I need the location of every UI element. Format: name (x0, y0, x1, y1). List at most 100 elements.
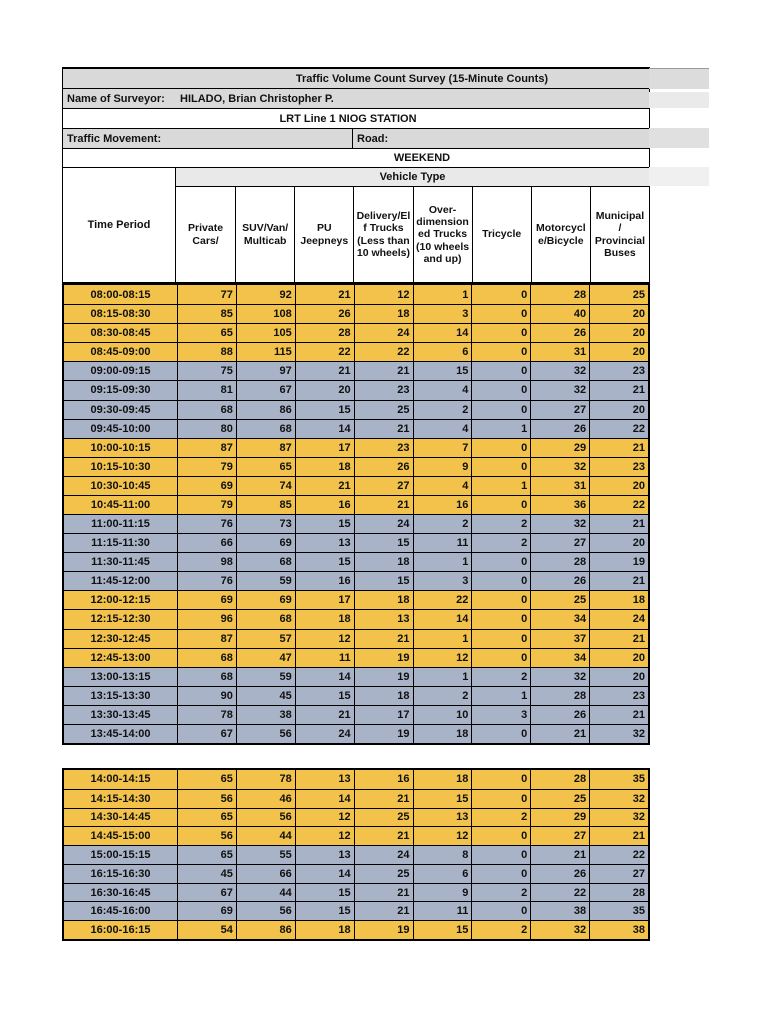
count-cell: 21 (530, 846, 589, 864)
count-cell: 56 (235, 724, 295, 743)
column-headers: Private Cars/ SUV/Van/ Multicab PU Jeepn… (176, 187, 649, 282)
count-cell: 56 (177, 827, 236, 846)
count-cell: 11 (412, 902, 472, 921)
count-cell: 15 (294, 686, 354, 705)
count-cell: 56 (235, 808, 295, 827)
time-period-cell: 13:00-13:15 (90, 670, 151, 683)
count-cell: 40 (530, 305, 589, 324)
table-row: 16:45-16:00 69 56 15 21 11 0 38 35 (64, 901, 648, 921)
count-cell: 12 (412, 648, 472, 667)
count-cell: 18 (294, 457, 354, 476)
count-cell: 87 (177, 438, 236, 457)
count-cell: 18 (294, 610, 354, 629)
time-period-cell: 13:45-14:00 (90, 727, 151, 740)
table-row: 09:45-10:00 80 68 14 21 4 1 26 22 (64, 418, 648, 438)
count-cell: 22 (589, 846, 648, 864)
table-row: 08:15-08:30 85 108 26 18 3 0 40 20 (64, 304, 648, 324)
count-cell: 4 (412, 419, 472, 438)
count-cell: 14 (412, 610, 472, 629)
count-cell: 2 (471, 808, 530, 827)
count-cell: 15 (294, 883, 354, 902)
count-cell: 4 (412, 476, 472, 495)
count-cell: 21 (353, 902, 413, 921)
count-cell: 17 (294, 438, 354, 457)
count-cell: 2 (471, 921, 530, 939)
overflow-strip (649, 92, 709, 108)
count-cell: 22 (589, 419, 648, 438)
count-cell: 37 (530, 629, 589, 648)
count-cell: 23 (589, 457, 648, 476)
count-cell: 14 (412, 324, 472, 343)
count-cell: 1 (471, 476, 530, 495)
count-cell: 38 (589, 921, 648, 939)
count-cell: 25 (353, 400, 413, 419)
surveyor-row: Name of Surveyor: HILADO, Brian Christop… (62, 88, 650, 109)
count-cell: 0 (471, 438, 530, 457)
count-cell: 21 (589, 629, 648, 648)
table-row: 12:15-12:30 96 68 18 13 14 0 34 24 (64, 609, 648, 629)
count-cell: 32 (530, 457, 589, 476)
count-cell: 21 (353, 495, 413, 514)
count-cell: 78 (177, 705, 236, 724)
count-cell: 0 (471, 648, 530, 667)
count-cell: 0 (471, 846, 530, 864)
count-cell: 78 (235, 770, 295, 789)
count-cell: 15 (353, 534, 413, 553)
station-name: LRT Line 1 NIOG STATION (62, 108, 650, 129)
road-label: Road: (357, 132, 389, 145)
count-cell: 76 (177, 572, 236, 591)
count-cell: 1 (471, 686, 530, 705)
count-cell: 12 (294, 808, 354, 827)
table-row: 15:00-15:15 65 55 13 24 8 0 21 22 (64, 845, 648, 864)
count-cell: 2 (471, 534, 530, 553)
count-cell: 14 (294, 864, 354, 883)
count-cell: 24 (353, 324, 413, 343)
time-period-cell: 12:00-12:15 (90, 594, 151, 607)
count-cell: 85 (177, 305, 236, 324)
count-cell: 21 (589, 381, 648, 400)
table-row: 13:45-14:00 67 56 24 19 18 0 21 32 (64, 723, 648, 743)
count-cell: 45 (177, 864, 236, 883)
table-row: 13:30-13:45 78 38 21 17 10 3 26 21 (64, 704, 648, 724)
count-cell: 21 (589, 705, 648, 724)
table-row: 09:30-09:45 68 86 15 25 2 0 27 20 (64, 399, 648, 419)
count-cell: 18 (353, 305, 413, 324)
count-cell: 20 (589, 648, 648, 667)
count-cell: 20 (589, 476, 648, 495)
count-cell: 20 (589, 667, 648, 686)
overflow-strip (649, 68, 709, 89)
table-row: 11:30-11:45 98 68 15 18 1 0 28 19 (64, 552, 648, 572)
count-cell: 69 (235, 591, 295, 610)
count-cell: 69 (177, 902, 236, 921)
count-cell: 65 (177, 770, 236, 789)
count-cell: 0 (471, 362, 530, 381)
time-period-cell: 10:30-10:45 (90, 479, 151, 492)
count-cell: 21 (294, 362, 354, 381)
count-cell: 15 (294, 400, 354, 419)
count-cell: 0 (471, 770, 530, 789)
count-cell: 1 (412, 667, 472, 686)
count-cell: 69 (177, 591, 236, 610)
count-cell: 8 (412, 846, 472, 864)
count-cell: 18 (589, 591, 648, 610)
count-cell: 13 (412, 808, 472, 827)
column-header-overdimensioned-trucks: Over- dimension ed Trucks (10 wheels and… (412, 187, 472, 282)
count-cell: 0 (471, 343, 530, 362)
time-period-cell: 16:30-16:45 (90, 886, 151, 899)
count-cell: 24 (353, 515, 413, 534)
time-period-cell: 12:15-12:30 (90, 613, 151, 626)
count-cell: 25 (530, 591, 589, 610)
count-cell: 28 (589, 883, 648, 902)
count-cell: 10 (412, 705, 472, 724)
count-cell: 28 (294, 324, 354, 343)
count-cell: 76 (177, 515, 236, 534)
count-cell: 0 (471, 789, 530, 808)
count-cell: 26 (530, 864, 589, 883)
count-cell: 69 (177, 476, 236, 495)
count-cell: 22 (353, 343, 413, 362)
count-cell: 16 (412, 495, 472, 514)
count-cell: 73 (235, 515, 295, 534)
count-cell: 0 (471, 381, 530, 400)
count-cell: 20 (589, 534, 648, 553)
count-cell: 65 (177, 324, 236, 343)
